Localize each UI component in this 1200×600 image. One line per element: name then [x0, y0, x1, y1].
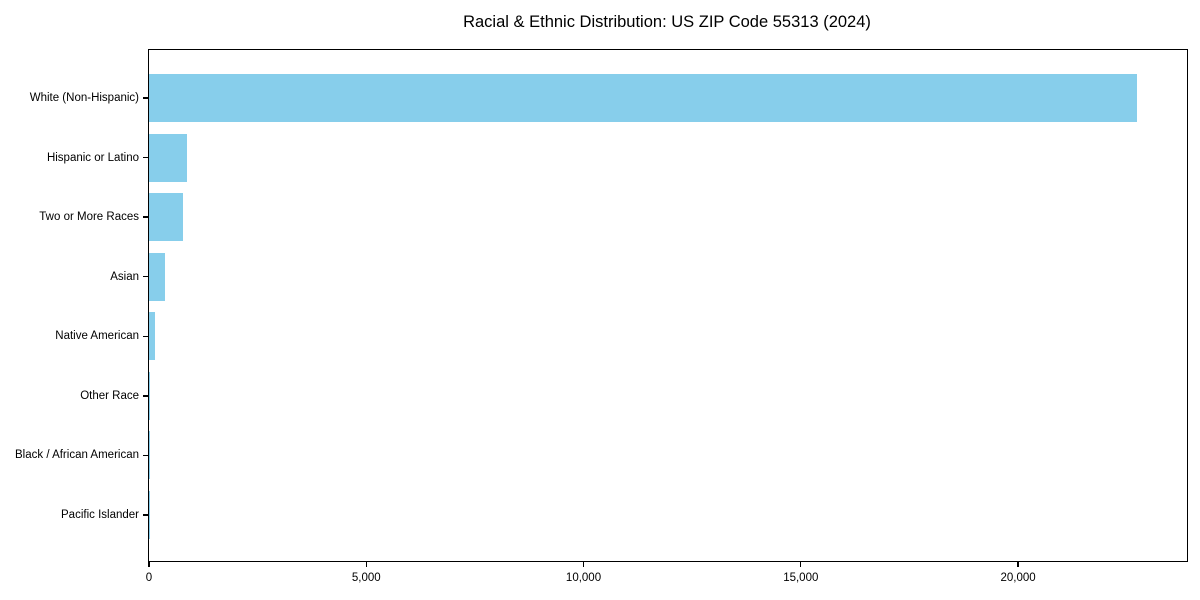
y-tick-two-or-more-races	[142, 216, 148, 218]
x-tick-0	[148, 562, 150, 568]
x-tick-label-20000: 20,000	[1000, 572, 1036, 584]
bar-native-american	[149, 312, 155, 361]
x-tick-label-10000: 10,000	[565, 572, 602, 584]
x-tick-label-5000: 5,000	[351, 572, 381, 584]
y-tick-hispanic-or-latino	[142, 156, 148, 159]
y-tick-label-pacific-islander: Pacific Islander	[61, 508, 139, 521]
plot-area: White (Non-Hispanic) Hispanic or Latino Tw…	[15, 49, 1188, 584]
y-tick-white-non-hispanic	[142, 97, 148, 99]
y-tick-label-white-non-hispanic: White (Non-Hispanic)	[29, 92, 139, 104]
bar-other-race	[149, 371, 150, 420]
y-tick-label-asian: Asian	[110, 270, 139, 283]
bar-two-or-more-races	[149, 193, 184, 242]
y-tick-label-two-or-more-races: Two or More Races	[39, 211, 139, 224]
bar-asian	[149, 252, 165, 301]
bar-black-african-american	[149, 431, 150, 480]
x-tick-10000	[582, 562, 585, 568]
y-tick-other-race	[142, 395, 148, 397]
x-tick-label-15000: 15,000	[783, 572, 819, 584]
y-tick-black-african-american	[142, 454, 148, 457]
y-tick-label-native-american: Native American	[55, 330, 139, 343]
y-tick-label-hispanic-or-latino: Hispanic or Latino	[46, 151, 139, 164]
chart-title: Racial & Ethnic Distribution: US ZIP Cod…	[463, 13, 871, 31]
x-tick-20000	[1017, 562, 1019, 568]
bar-hispanic-or-latino	[149, 133, 188, 182]
bar-white-non-hispanic	[149, 74, 1137, 122]
y-tick-asian	[142, 276, 148, 278]
x-tick-5000	[365, 562, 367, 568]
y-tick-pacific-islander	[142, 514, 148, 516]
x-tick-label-0: 0	[145, 572, 153, 584]
y-tick-label-black-african-american: Black / African American	[15, 449, 139, 462]
y-tick-label-other-race: Other Race	[80, 389, 139, 402]
x-tick-15000	[800, 562, 802, 568]
y-tick-native-american	[142, 335, 148, 337]
